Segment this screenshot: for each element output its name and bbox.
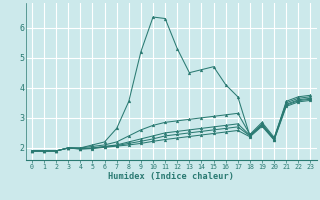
X-axis label: Humidex (Indice chaleur): Humidex (Indice chaleur) xyxy=(108,172,234,181)
